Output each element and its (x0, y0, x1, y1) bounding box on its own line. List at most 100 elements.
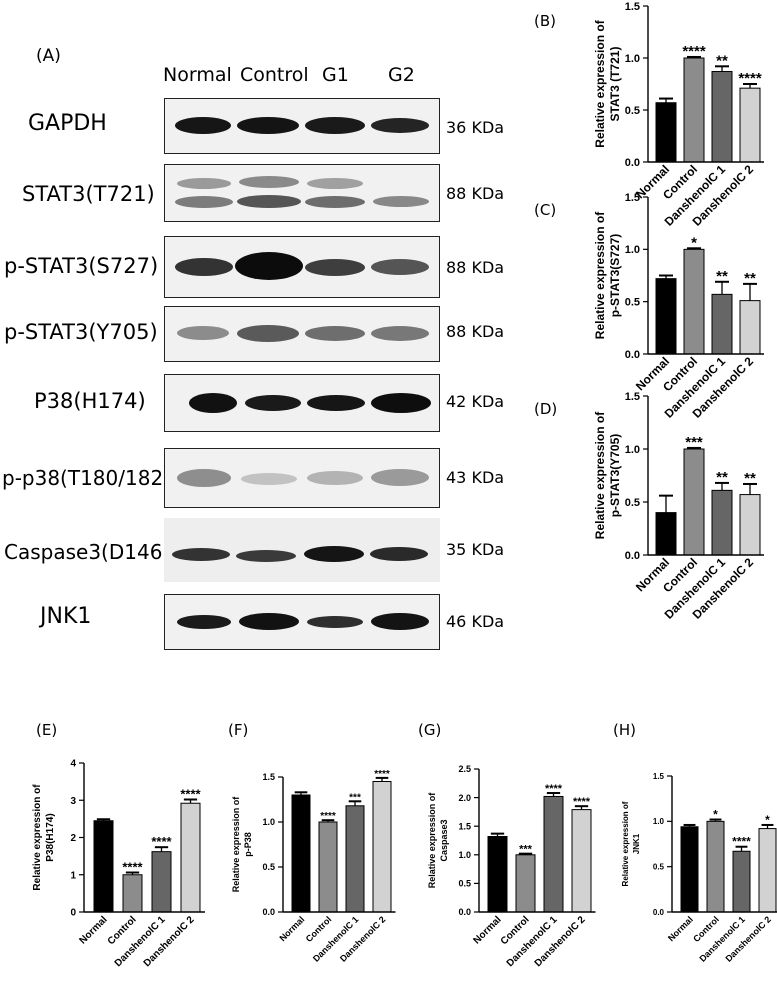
bar-4 (571, 809, 592, 913)
y-tick-label: 0.5 (625, 297, 640, 309)
chart-panel-label: (F) (228, 721, 248, 739)
lane-header-control: Control (240, 64, 309, 86)
blot-kda-p-stat3-s727: 88 KDa (446, 258, 505, 277)
x-tick-label: Normal (666, 914, 695, 943)
chart-b-stat3-t721: (B) 0.0 0.5 1.0 1.5 Relative expression of STA… (534, 1, 764, 229)
y-axis-label: Caspase3 (439, 819, 449, 861)
bar-1 (655, 102, 677, 163)
y-axis-label: P38(H174) (45, 813, 56, 861)
y-axis-label: Relative expression of (593, 211, 607, 339)
y-tick-label: 0.0 (262, 907, 275, 917)
significance-label: **** (732, 835, 751, 849)
y-tick-label: 1.5 (625, 391, 640, 403)
bar-4 (758, 828, 777, 913)
blot-image-p38-h174 (164, 374, 440, 432)
significance-label: * (691, 234, 697, 251)
significance-label: **** (738, 70, 762, 87)
y-axis-label: Relative expression of (32, 784, 43, 891)
chart-panel-label: (D) (534, 400, 557, 418)
significance-label: **** (374, 769, 390, 780)
significance-label: ** (716, 268, 728, 285)
significance-label: **** (151, 834, 172, 849)
y-tick-label: 1.0 (262, 817, 275, 827)
x-tick-label: Normal (277, 914, 306, 943)
chart-f-p-p38: (F) 0.0 0.5 1.0 1.5 Relative expression of p-P… (228, 721, 396, 964)
bar-2 (318, 821, 338, 913)
bar-4 (739, 494, 761, 556)
blot-label-p-stat3-y705: p-STAT3(Y705) (4, 320, 158, 344)
bar-1 (93, 820, 114, 913)
blot-label-gapdh: GAPDH (28, 111, 107, 136)
y-tick-label: 0.0 (625, 349, 640, 361)
y-tick-label: 0.0 (458, 907, 471, 917)
y-tick-label: 0.5 (458, 879, 471, 889)
x-tick-label: DanshenolC 2 (723, 914, 773, 964)
y-tick-label: 1.0 (625, 444, 640, 456)
blot-image-caspase3 (164, 518, 440, 582)
bar-1 (487, 835, 508, 913)
y-axis-label: STAT3 (T721) (608, 47, 622, 122)
bar-3 (732, 850, 751, 913)
y-tick-label: 1.5 (625, 1, 640, 13)
significance-label: *** (349, 792, 361, 803)
chart-e-p38-h174: (E) 0 1 2 3 4 Relative expression of P38(H174) N… (32, 721, 205, 969)
blot-kda-p-stat3-y705: 88 KDa (446, 322, 505, 341)
panel-a-label: (A) (36, 46, 61, 66)
significance-label: ** (744, 470, 756, 487)
significance-label: *** (685, 434, 703, 451)
y-tick-label: 1.0 (458, 850, 471, 860)
significance-label: * (765, 813, 770, 827)
blot-kda-p-p38: 43 KDa (446, 468, 505, 487)
significance-label: **** (545, 783, 563, 795)
chart-panel-label: (B) (534, 12, 556, 30)
y-tick-label: 0.5 (625, 105, 640, 117)
y-tick-label: 0.5 (653, 862, 665, 871)
y-axis-label: p-STAT3(S727) (608, 234, 622, 318)
y-tick-label: 0.0 (653, 908, 665, 917)
blot-kda-stat3-t721: 88 KDa (446, 184, 505, 203)
significance-label: * (713, 808, 718, 822)
y-tick-label: 1.0 (625, 53, 640, 65)
bar-3 (151, 851, 172, 913)
blot-label-p-stat3-s727: p-STAT3(S727) (4, 254, 159, 278)
bar-4 (372, 781, 392, 913)
y-tick-label: 2.0 (458, 793, 471, 803)
y-axis-label: JNK1 (632, 833, 641, 854)
lane-header-g2: G2 (388, 64, 415, 86)
blot-image-p-p38 (164, 448, 440, 508)
chart-panel-label: (C) (534, 201, 556, 219)
bar-1 (291, 794, 311, 913)
y-tick-label: 1.5 (458, 821, 471, 831)
significance-label: *** (519, 844, 533, 856)
blot-kda-caspase3: 35 KDa (446, 540, 505, 559)
bar-2 (683, 248, 705, 355)
y-tick-label: 1.5 (625, 192, 640, 204)
y-tick-label: 1.0 (653, 817, 665, 826)
bar-2 (683, 57, 705, 163)
x-tick-label: DanshenolC 1 (113, 914, 168, 969)
y-axis-label: p-STAT3(Y705) (608, 434, 622, 518)
blot-kda-p38-h174: 42 KDa (446, 392, 505, 411)
y-axis-label: Relative expression of (231, 796, 241, 893)
blot-image-p-stat3-y705 (164, 306, 440, 362)
y-tick-label: 2.5 (458, 764, 471, 774)
chart-panel-label: (G) (418, 721, 441, 739)
blot-label-jnk1: JNK1 (40, 604, 92, 629)
chart-panel-label: (E) (36, 721, 57, 739)
y-axis-label: Relative expression of (593, 19, 607, 147)
y-tick-label: 4 (70, 759, 76, 770)
significance-label: ** (716, 469, 728, 486)
significance-label: **** (320, 811, 336, 822)
y-tick-label: 1 (70, 870, 76, 881)
y-axis-label: Relative expression of (621, 801, 630, 886)
bar-4 (739, 300, 761, 355)
bar-3 (543, 795, 564, 913)
x-tick-label: DanshenolC 2 (142, 914, 197, 969)
y-tick-label: 3 (70, 796, 76, 807)
blot-label-stat3-t721: STAT3(T721) (22, 182, 155, 206)
significance-label: ** (716, 52, 728, 69)
significance-label: **** (573, 796, 591, 808)
bar-3 (711, 489, 733, 556)
y-axis-label: p-P38 (243, 832, 253, 857)
blot-label-caspase3: Caspase3(D146) (4, 540, 171, 564)
